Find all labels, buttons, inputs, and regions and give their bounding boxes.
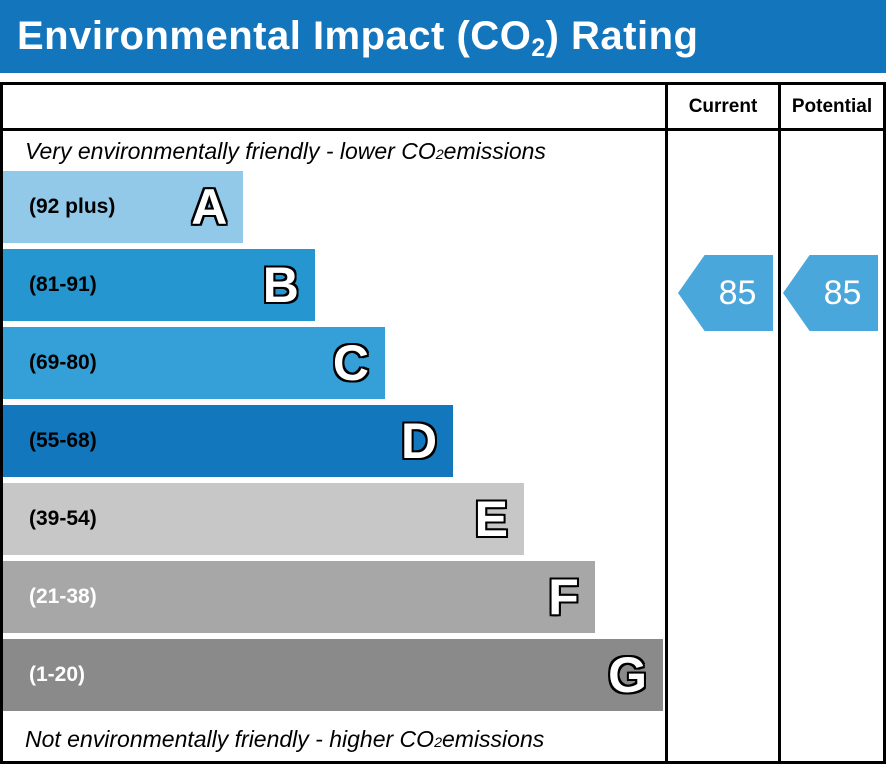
potential-rating-pointer-icon: 85 [783,255,878,331]
chart-title-bar: Environmental Impact (CO2) Rating [0,0,886,73]
band-e-letter: E [474,491,509,547]
bottom-annotation-suffix: emissions [442,725,545,752]
current-column-label: Current [688,95,758,117]
band-g-letter: G [607,647,648,703]
bands-area: Very environmentally friendly - lower CO… [3,131,665,761]
title-suffix: ) Rating [545,14,699,58]
band-b-bar: (81-91) B [3,249,315,321]
current-column-header: Current [665,85,778,128]
potential-rating-value: 85 [823,273,862,312]
table-body: Very environmentally friendly - lower CO… [3,131,883,761]
top-annotation-text: Very environmentally friendly - lower CO [25,137,436,164]
bottom-annotation-text: Not environmentally friendly - higher CO [25,725,435,752]
potential-column-label: Potential [791,95,873,117]
band-e-range-label: (39-54) [29,507,97,530]
rating-table: Current Potential Very environmentally f… [0,82,886,764]
bottom-annotation: Not environmentally friendly - higher CO… [25,725,545,752]
current-rating-value: 85 [718,273,757,312]
band-g-range-label: (1-20) [29,663,86,686]
current-column: 85 [665,131,778,761]
top-annotation: Very environmentally friendly - lower CO… [25,137,546,164]
table-header-row: Current Potential [3,85,883,131]
band-d-range-label: (55-68) [29,429,97,452]
band-f-range-label: (21-38) [29,585,97,608]
band-a-range-label: (92 plus) [29,195,116,218]
band-f-bar: (21-38) F [3,561,595,633]
current-rating-pointer-icon: 85 [678,255,773,331]
band-a-letter: A [190,179,228,235]
potential-column-header: Potential [778,85,883,128]
title-subscript: 2 [531,34,546,62]
band-a-bar: (92 plus) A [3,171,244,243]
band-g-bar: (1-20) G [3,639,663,711]
band-c-letter: C [332,335,370,391]
page-title: Environmental Impact (CO2) Rating [17,14,699,62]
title-prefix: Environmental Impact (CO [17,14,532,58]
band-b-letter: B [262,257,300,313]
header-spacer-cell [3,85,665,128]
band-c-range-label: (69-80) [29,351,97,374]
band-d-letter: D [400,413,438,469]
band-e-bar: (39-54) E [3,483,524,555]
band-d-bar: (55-68) D [3,405,454,477]
top-annotation-suffix: emissions [443,137,546,164]
band-f-letter: F [547,569,580,625]
band-c-bar: (69-80) C [3,327,385,399]
band-b-range-label: (81-91) [29,273,97,296]
potential-column: 85 [778,131,883,761]
